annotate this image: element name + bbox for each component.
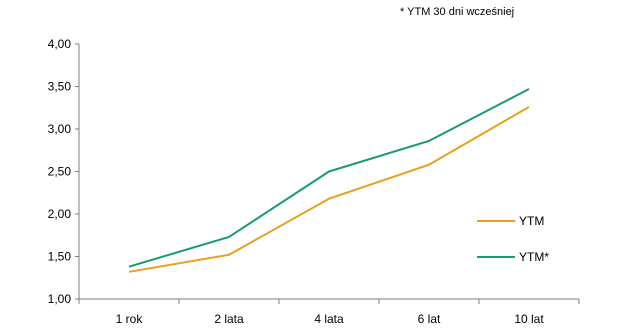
y-tick-label: 2,50 (48, 165, 72, 179)
x-tick-label: 6 lat (418, 312, 441, 326)
y-ticks: 1,00 1,50 2,00 2,50 3,00 3,50 4,00 (48, 37, 79, 306)
series-line-ytm (128, 106, 530, 273)
series-lines (128, 88, 530, 273)
series-line-ytm-star (128, 88, 530, 268)
x-tick-label: 4 lata (314, 312, 344, 326)
y-tick-label: 3,50 (48, 80, 72, 94)
y-tick-label: 1,50 (48, 250, 72, 264)
legend-label-ytm: YTM (519, 214, 544, 228)
y-tick-label: 3,00 (48, 122, 72, 136)
x-tick-label: 1 rok (116, 312, 144, 326)
x-tick-label: 10 lat (514, 312, 544, 326)
chart-note: * YTM 30 dni wcześniej (400, 6, 514, 18)
legend-label-ytm-star: YTM* (519, 250, 549, 264)
x-tick-label: 2 lata (214, 312, 244, 326)
y-tick-label: 1,00 (48, 292, 72, 306)
x-ticks: 1 rok 2 lata 4 lata 6 lat 10 lat (78, 299, 580, 326)
y-tick-label: 2,00 (48, 207, 72, 221)
legend: YTM YTM* (477, 214, 549, 264)
y-tick-label: 4,00 (48, 37, 72, 51)
